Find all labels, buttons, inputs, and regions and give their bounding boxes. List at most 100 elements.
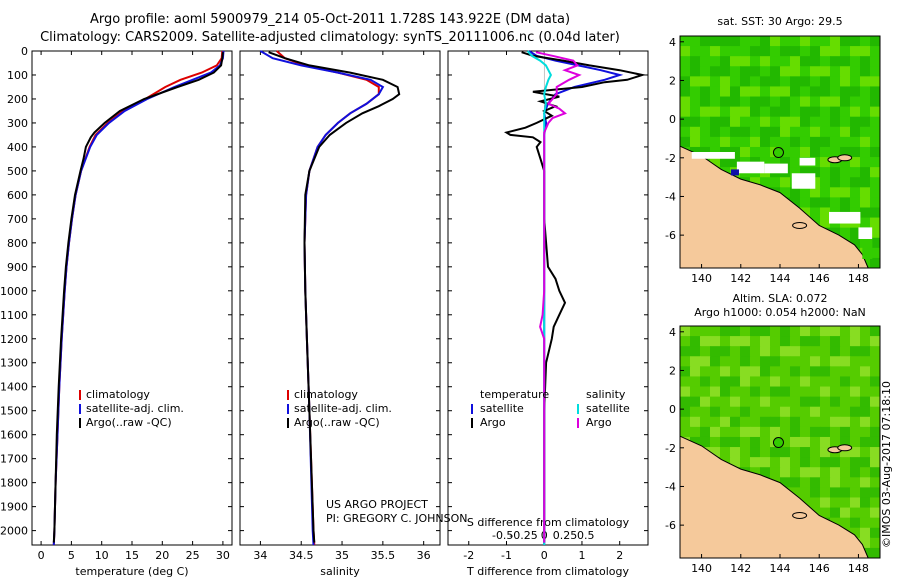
map-cell <box>810 167 821 178</box>
map-cell <box>830 416 841 428</box>
map-cell <box>690 66 701 77</box>
map-cell <box>710 66 721 77</box>
map-cell <box>840 76 851 87</box>
difference-xlabel: T difference from climatology <box>466 565 629 578</box>
x-tick-label: 0 <box>38 549 45 562</box>
x-tick-label: 5 <box>68 549 75 562</box>
map-cell <box>770 376 781 388</box>
map-cell <box>870 247 881 259</box>
map-cell <box>800 426 811 438</box>
map-cell <box>740 396 751 408</box>
map-cell <box>800 436 811 448</box>
map-cell <box>810 497 821 509</box>
map-cell <box>810 346 821 357</box>
map-cell <box>810 336 821 347</box>
map-cell <box>850 517 861 529</box>
sla-map: 140 142 144 146 148 4 2 0 -2 -4 -6 <box>665 325 881 575</box>
map-cell <box>730 376 741 388</box>
map-cell <box>750 46 761 57</box>
map-cell <box>860 406 871 418</box>
map-cell <box>700 136 711 148</box>
map-cell <box>840 366 851 377</box>
map-cell <box>680 366 691 377</box>
difference-frame <box>447 50 649 546</box>
map-cell <box>810 36 821 47</box>
map-cell <box>850 487 861 498</box>
map-cell <box>710 106 721 118</box>
map-cell <box>830 106 841 118</box>
map-cell <box>740 386 751 398</box>
map-cell <box>840 356 851 367</box>
map-cell <box>800 136 811 148</box>
map-cell <box>820 346 831 357</box>
map-cell <box>720 136 731 148</box>
map-cell <box>820 86 831 98</box>
cloud-mask <box>799 157 816 166</box>
map-cell <box>860 106 871 118</box>
map-cell <box>730 116 741 128</box>
map-cell <box>680 376 691 388</box>
map-cell <box>730 406 741 418</box>
map-cell <box>790 126 801 138</box>
map-cell <box>710 426 721 438</box>
map-cell <box>870 326 881 337</box>
map-cell <box>740 356 751 367</box>
map-cell <box>800 487 811 498</box>
map-cell <box>850 146 861 158</box>
map-cell <box>790 356 801 367</box>
map-cell <box>780 56 791 67</box>
map-cell <box>830 457 841 468</box>
map-cell <box>840 386 851 398</box>
map-cell <box>800 197 811 208</box>
map-cell <box>690 76 701 87</box>
map-cell <box>820 386 831 398</box>
map-cell <box>830 507 841 519</box>
map-cell <box>820 167 831 178</box>
map-cell <box>730 36 741 47</box>
map-cell <box>760 76 771 87</box>
map-cell <box>740 447 751 458</box>
series-line <box>52 50 225 546</box>
map-cell <box>730 386 741 398</box>
map-cell <box>870 167 881 178</box>
map-cell <box>820 457 831 468</box>
sst-map-title: sat. SST: 30 Argo: 29.5 <box>717 15 843 28</box>
x-tick-label: 34.5 <box>289 549 314 562</box>
map-cell <box>870 497 881 509</box>
map-cell <box>790 146 801 158</box>
map-cell <box>710 76 721 87</box>
map-cell <box>860 497 871 509</box>
map-cell <box>820 116 831 128</box>
series-line <box>503 51 647 543</box>
map-cell <box>760 146 771 158</box>
map-cell <box>860 217 871 229</box>
map-cell <box>730 336 741 347</box>
map-cell <box>830 126 841 138</box>
map-cell <box>700 76 711 87</box>
map-cell <box>850 447 861 458</box>
map-cell <box>780 346 791 357</box>
island <box>837 154 853 162</box>
map-cell <box>870 467 881 478</box>
map-cell <box>860 537 871 549</box>
map-cell <box>730 436 741 448</box>
map-cell <box>790 386 801 398</box>
map-cell <box>740 66 751 77</box>
map-cell <box>820 76 831 87</box>
map-cell <box>850 36 861 47</box>
map-cell <box>720 416 731 428</box>
map-cell <box>870 56 881 67</box>
map-cell <box>730 326 741 337</box>
map-cell <box>840 116 851 128</box>
map-cell <box>870 126 881 138</box>
legend-label: climatology <box>294 388 358 401</box>
map-cell <box>850 467 861 478</box>
map-cell <box>870 487 881 498</box>
map-cell <box>750 426 761 438</box>
map-cell <box>750 416 761 428</box>
legend-label: satellite-adj. clim. <box>294 402 392 415</box>
map-cell <box>850 66 861 77</box>
map-cell <box>780 436 791 448</box>
map-cell <box>870 457 881 468</box>
map-cell <box>760 406 771 418</box>
